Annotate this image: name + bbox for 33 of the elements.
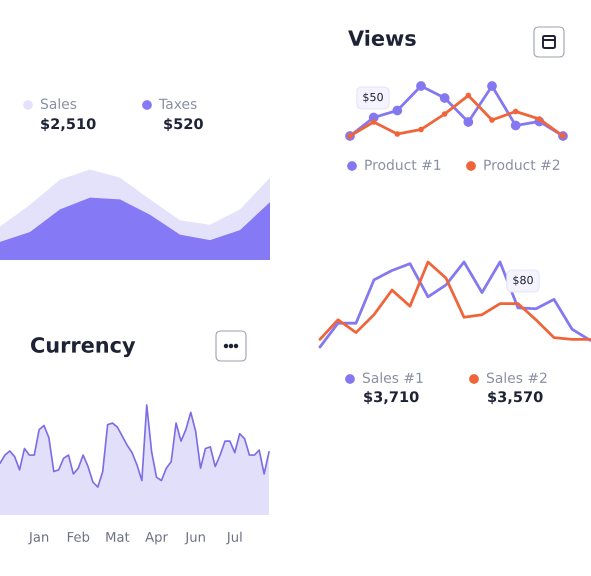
point <box>440 93 450 103</box>
point <box>463 117 474 127</box>
point <box>370 119 376 125</box>
x-tick-label: Jun <box>184 532 205 544</box>
text: $2,510 <box>41 118 96 132</box>
text: $520 <box>164 118 203 132</box>
legend-label: Product #1 <box>365 159 440 170</box>
legend-label: Sales #2 <box>486 372 546 384</box>
legend-label: Product #2 <box>484 159 560 170</box>
annotation: $50 <box>363 92 383 103</box>
x-tick-label: Feb <box>68 532 90 542</box>
x-tick-label: Jan <box>28 532 48 544</box>
x-tick-label: Jul <box>226 532 242 544</box>
text: $3,710 <box>364 390 419 404</box>
point <box>442 111 448 117</box>
point <box>394 131 400 137</box>
point <box>416 81 426 91</box>
point <box>487 81 497 91</box>
point <box>512 108 518 114</box>
text: $3,570 <box>488 390 543 404</box>
legend-label: Sales <box>40 98 76 110</box>
point <box>510 120 521 130</box>
point <box>466 92 472 98</box>
x-tick-label: Apr <box>145 532 168 544</box>
point <box>418 126 424 132</box>
chart-title: Currency <box>31 337 136 358</box>
legend-label: Sales #1 <box>362 372 423 384</box>
point <box>392 106 402 116</box>
legend-label: Taxes <box>158 98 197 110</box>
x-tick-label: Mat <box>106 532 130 542</box>
chart-title: Views <box>348 30 416 46</box>
annotation: $80 <box>513 276 533 286</box>
point <box>489 117 495 123</box>
